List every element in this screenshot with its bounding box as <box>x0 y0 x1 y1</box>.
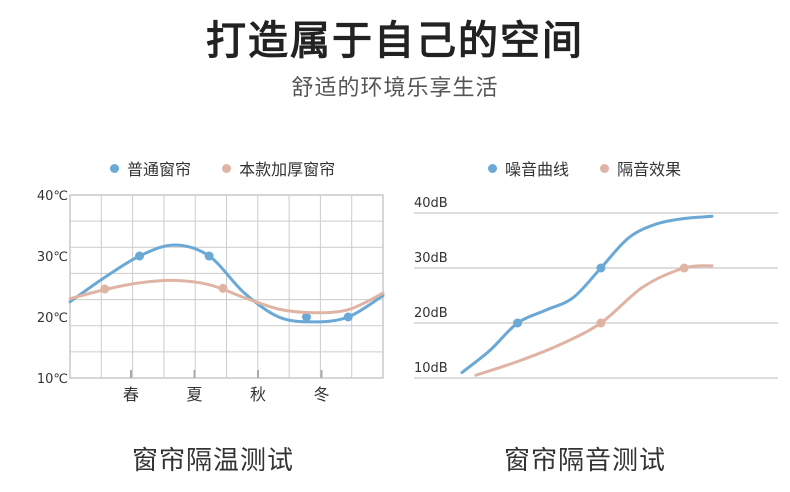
data-point <box>513 318 523 328</box>
data-point <box>679 263 689 273</box>
y-tick-label: 30℃ <box>37 250 68 265</box>
sound-chart: 40dB 30dB 20dB 10dB <box>414 196 778 379</box>
y-tick-label: 20dB <box>414 306 448 321</box>
data-point <box>204 251 214 261</box>
data-point <box>135 251 145 261</box>
y-tick-label: 40℃ <box>37 189 68 204</box>
x-tick-label: 冬 <box>313 385 329 404</box>
temperature-caption: 窗帘隔温测试 <box>132 446 295 476</box>
legend-label: 普通窗帘 <box>127 160 192 179</box>
page-subtitle: 舒适的环境乐享生活 <box>291 76 499 101</box>
y-tick-label: 10℃ <box>37 372 68 387</box>
y-tick-label: 20℃ <box>37 311 68 326</box>
data-point <box>596 263 606 273</box>
data-point <box>218 283 228 293</box>
data-point <box>100 284 110 294</box>
legend-label: 隔音效果 <box>617 160 682 179</box>
legend-item-noise: 噪音曲线 <box>488 156 569 180</box>
y-tick-label: 40dB <box>414 196 448 211</box>
series-line-soundproof <box>474 264 714 377</box>
temperature-chart: 40℃ 30℃ 20℃ 10℃ 春 夏 秋 冬 <box>37 189 385 404</box>
page-title: 打造属于自己的空间 <box>206 18 584 64</box>
y-tick-label: 10dB <box>414 361 448 376</box>
x-tick-label: 夏 <box>186 385 202 404</box>
legend-item-soundproof: 隔音效果 <box>600 156 681 180</box>
x-tick-label: 春 <box>123 385 139 404</box>
legend-label: 噪音曲线 <box>505 160 570 179</box>
y-tick-label: 30dB <box>414 251 448 266</box>
series-line-noise <box>460 214 714 374</box>
temp-legend: 普通窗帘 本款加厚窗帘 <box>110 156 361 180</box>
legend-dot-pink <box>600 164 610 173</box>
series-line-normal-curtain <box>68 243 385 324</box>
sound-legend: 噪音曲线 隔音效果 <box>488 156 707 180</box>
data-point <box>596 318 606 328</box>
legend-item-normal-curtain: 普通窗帘 <box>110 156 191 180</box>
legend-dot-blue <box>488 164 497 173</box>
legend-item-thick-curtain: 本款加厚窗帘 <box>222 156 335 180</box>
sound-caption: 窗帘隔音测试 <box>504 446 667 476</box>
legend-label: 本款加厚窗帘 <box>239 160 336 179</box>
data-point <box>301 312 311 322</box>
legend-dot-blue <box>110 164 119 173</box>
data-point <box>343 312 353 322</box>
x-tick-label: 秋 <box>250 385 266 404</box>
legend-dot-pink <box>222 164 232 173</box>
